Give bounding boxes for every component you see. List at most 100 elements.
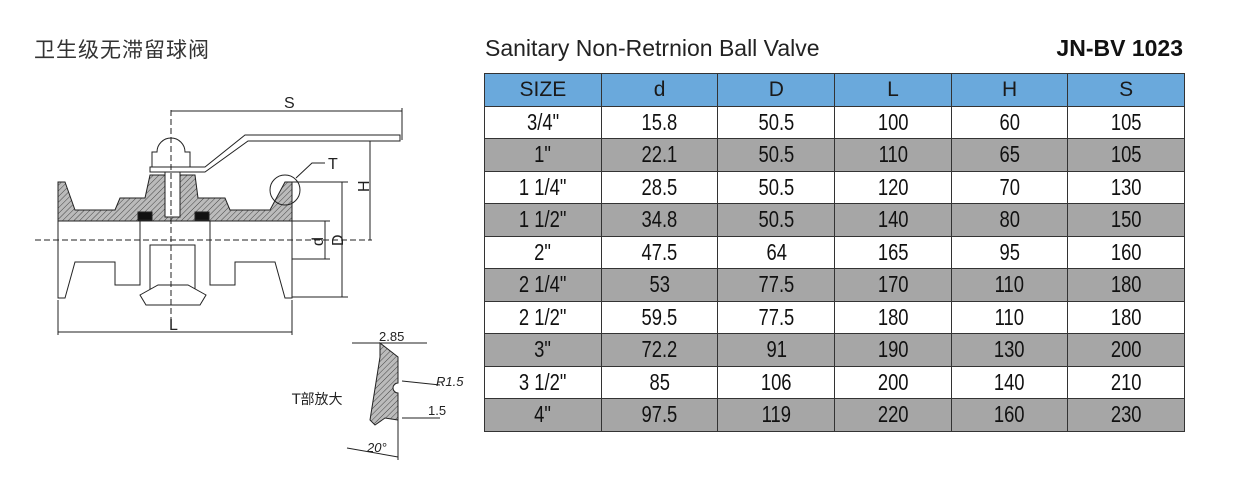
cell-value: 3" (534, 336, 552, 363)
cell-value: 170 (877, 271, 909, 298)
table-cell: 50.5 (717, 170, 836, 204)
cell-value: 130 (994, 336, 1025, 363)
label-t: T (328, 156, 338, 173)
table-cell: 64 (717, 235, 836, 269)
cell-value: 200 (877, 368, 909, 395)
cell-value: 165 (877, 238, 909, 265)
col-size: SIZE (484, 73, 602, 107)
table-row: 1 1/2" 34.8 50.5 140 80 150 (484, 203, 1185, 237)
table-cell: 3" (484, 333, 602, 367)
cell-value: 1 1/4" (519, 173, 567, 200)
cell-value: 120 (877, 173, 909, 200)
table-cell: 200 (1067, 333, 1185, 367)
detail-radius: R1.5 (436, 374, 464, 389)
detail-caption: T部放大 (291, 392, 343, 408)
table-cell: 200 (834, 365, 952, 399)
table-cell: 95 (950, 235, 1069, 269)
table-cell: 110 (950, 300, 1069, 334)
table-cell: 70 (950, 170, 1069, 204)
cell-value: 2" (534, 238, 552, 265)
cell-value: 65 (999, 141, 1020, 168)
cell-value: 77.5 (758, 271, 795, 298)
table-cell: 180 (834, 300, 952, 334)
cell-value: 220 (877, 401, 909, 428)
table-cell: 34.8 (600, 203, 719, 237)
table-row: 4" 97.5 119 220 160 230 (484, 398, 1185, 432)
table-cell: 2" (484, 235, 602, 269)
cell-value: 110 (994, 271, 1025, 298)
table-row: 3 1/2" 85 106 200 140 210 (484, 365, 1185, 399)
valve-drawing: S T H d D L 2.85 R1.5 1.5 20° T部放大 (35, 95, 464, 460)
cell-value: 50.5 (758, 206, 795, 233)
cell-value: 22.1 (641, 141, 678, 168)
cell-value: 60 (999, 108, 1020, 135)
table-cell: 120 (834, 170, 952, 204)
cell-value: 80 (999, 206, 1020, 233)
col-S: S (1067, 73, 1185, 107)
cell-value: 119 (761, 401, 791, 428)
cell-value: 53 (649, 271, 670, 298)
col-D: D (717, 73, 836, 107)
col-d: d (600, 73, 719, 107)
cell-value: 50.5 (758, 108, 795, 135)
table-cell: 28.5 (600, 170, 719, 204)
table-cell: 50.5 (717, 138, 836, 172)
cell-value: 15.8 (641, 108, 678, 135)
table-cell: 180 (1067, 268, 1185, 302)
table-cell: 160 (1067, 235, 1185, 269)
table-cell: 130 (950, 333, 1069, 367)
cell-value: 160 (1110, 238, 1142, 265)
table-cell: 50.5 (717, 105, 836, 139)
table-header: SIZE d D L H S (484, 73, 1185, 107)
table-cell: 1" (484, 138, 602, 172)
cell-value: 100 (877, 108, 909, 135)
cell-value: 110 (878, 141, 908, 168)
table-cell: 210 (1067, 365, 1185, 399)
title-chinese: 卫生级无滞留球阀 (34, 38, 210, 62)
table-cell: 59.5 (600, 300, 719, 334)
dimension-table: SIZE d D L H S 3/4" 15.8 50.5 100 60 105 1" 22.… (484, 73, 1185, 432)
cell-value: 106 (760, 368, 792, 395)
cell-value: 180 (877, 303, 909, 330)
cell-value: 140 (877, 206, 909, 233)
cell-value: 50.5 (758, 173, 795, 200)
cell-value: 85 (649, 368, 670, 395)
table-cell: 140 (834, 203, 952, 237)
table-row: 2 1/4" 53 77.5 170 110 180 (484, 268, 1185, 302)
cell-value: 72.2 (641, 336, 678, 363)
table-row: 3/4" 15.8 50.5 100 60 105 (484, 105, 1185, 139)
cell-value: 230 (1110, 401, 1142, 428)
table-cell: 80 (950, 203, 1069, 237)
table-cell: 119 (717, 398, 836, 432)
table-cell: 230 (1067, 398, 1185, 432)
col-H: H (950, 73, 1069, 107)
cell-value: 105 (1110, 141, 1142, 168)
cell-value: 95 (999, 238, 1020, 265)
table-cell: 160 (950, 398, 1069, 432)
cell-value: 97.5 (641, 401, 678, 428)
table-cell: 53 (600, 268, 719, 302)
table-row: 1 1/4" 28.5 50.5 120 70 130 (484, 170, 1185, 204)
label-h: H (356, 180, 373, 192)
table-cell: 50.5 (717, 203, 836, 237)
table-cell: 91 (717, 333, 836, 367)
cell-value: 34.8 (641, 206, 678, 233)
table-row: 2 1/2" 59.5 77.5 180 110 180 (484, 300, 1185, 334)
table-cell: 105 (1067, 105, 1185, 139)
table-row: 1" 22.1 50.5 110 65 105 (484, 138, 1185, 172)
cell-value: 1" (534, 141, 552, 168)
cell-value: 180 (1110, 271, 1142, 298)
cell-value: 150 (1110, 206, 1142, 233)
label-d-large: D (330, 234, 347, 246)
cell-value: 140 (994, 368, 1025, 395)
table-cell: 190 (834, 333, 952, 367)
cell-value: 130 (1110, 173, 1142, 200)
title-english: Sanitary Non-Retrnion Ball Valve (485, 35, 820, 61)
label-d-small: d (310, 237, 327, 246)
table-cell: 1 1/4" (484, 170, 602, 204)
table-cell: 130 (1067, 170, 1185, 204)
table-row: 3" 72.2 91 190 130 200 (484, 333, 1185, 367)
cell-value: 50.5 (758, 141, 795, 168)
cell-value: 2 1/2" (519, 303, 567, 330)
table-cell: 2 1/2" (484, 300, 602, 334)
